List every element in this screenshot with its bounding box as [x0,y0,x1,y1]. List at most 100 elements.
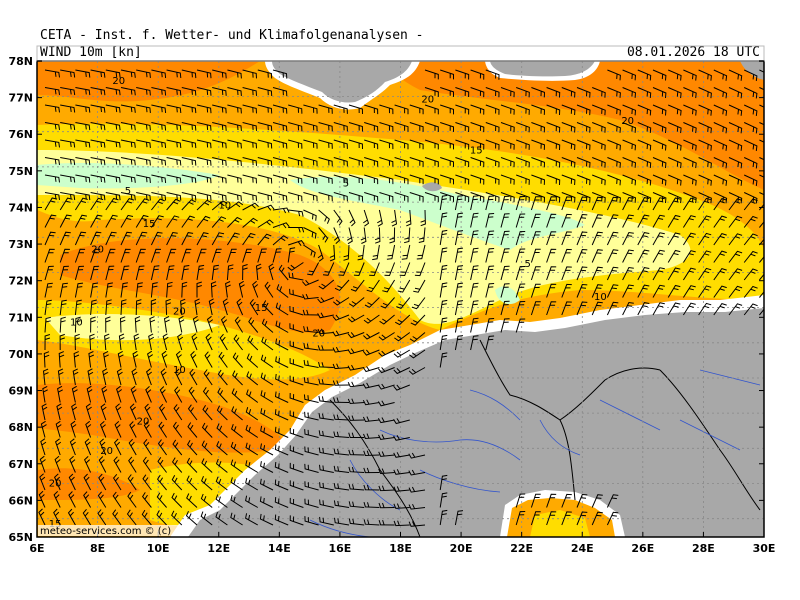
wind-barb [275,320,289,333]
wind-barb [157,457,167,473]
wind-barb [230,494,243,508]
wind-barb [683,122,697,134]
wind-barb [530,511,541,526]
wind-barb [576,301,588,316]
wind-barb [637,139,652,151]
wind-barb [149,316,156,333]
wind-barb [274,391,289,403]
wind-barb [364,192,379,202]
wind-barb [220,316,228,333]
wind-barb [470,212,479,228]
wind-barb [622,87,637,98]
wind-barb [113,438,122,456]
header-box [36,45,765,62]
wind-barb [546,213,557,228]
wind-barb [230,441,243,456]
wind-barb [190,351,198,368]
wind-barb [561,157,576,168]
wind-barb [378,468,395,475]
wind-barb [318,104,333,114]
wind-barb [531,157,546,168]
wind-barb [227,104,242,114]
wind-barb [393,367,411,375]
wind-barb [592,87,606,98]
wind-barb [181,199,197,211]
wind-barb [166,215,180,228]
wind-barb [561,174,576,186]
wind-barb [546,104,561,116]
wind-barb [74,231,87,246]
wind-barb [424,122,439,132]
wind-barb [43,351,50,368]
wind-barb [255,263,262,281]
wind-barb [44,87,60,95]
wind-barb [44,282,53,298]
wind-barb [105,104,121,113]
wind-barb [485,335,495,351]
wind-barb [440,104,454,115]
wind-barb [302,293,319,300]
wind-barb [304,516,319,526]
wind-barb [136,139,151,148]
wind-barb [120,69,136,78]
isotach-label: 15 [49,519,62,530]
wind-barb [227,192,242,201]
wind-barb [150,215,164,228]
wind-barb [455,122,470,133]
wind-barb [622,69,637,81]
wind-barb [226,248,237,263]
wind-barb [485,318,495,333]
wind-barb [408,503,426,510]
lon-label: 6E [29,542,44,555]
wind-barb [440,87,454,97]
wind-barb [333,500,350,508]
wind-barb [698,197,712,211]
wind-barb [454,265,464,281]
wind-barb [317,345,334,351]
wind-barb [215,511,228,526]
wind-barb [181,232,194,246]
wind-barb [242,217,258,228]
wind-barb [143,421,152,438]
wind-barb [333,227,341,244]
wind-barb [743,157,758,169]
wind-barb [454,195,464,211]
wind-barb [413,279,426,293]
wind-barb [120,139,136,148]
wind-barb [500,248,510,263]
wind-field-calm [495,286,520,305]
wind-barb [576,122,591,133]
wind-barb [242,174,257,184]
wind-barb [743,87,758,99]
wind-barb [516,87,530,98]
wind-barb [135,248,146,263]
wind-barb [101,385,108,403]
wind-barb [226,232,240,246]
wind-barb [439,492,448,508]
lat-lon-grid [37,61,764,537]
wind-barb [120,174,136,183]
wind-barb [142,474,152,491]
wind-barb [713,122,728,134]
wind-barbs [38,69,764,527]
wind-barb [143,438,152,456]
wind-barb [485,195,495,211]
wind-barb [591,494,603,508]
wind-barb [289,410,304,421]
wind-barb [409,104,424,115]
wind-barb [53,473,61,491]
wind-barb [178,315,185,333]
wind-barb [470,265,479,281]
wind-barb [713,104,728,116]
wind-barb [622,231,634,246]
wind-barb [561,301,572,316]
credit-bg [38,525,178,536]
wind-barb [698,285,712,298]
wind-barb [334,279,350,292]
wind-barb [379,314,395,325]
wind-barb [303,139,318,149]
wind-barb [561,266,572,281]
wind-barb [222,298,229,316]
wind-barb [606,231,619,246]
wind-barb [303,104,318,114]
